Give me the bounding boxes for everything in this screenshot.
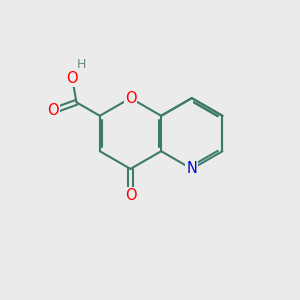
Text: N: N: [186, 161, 197, 176]
Text: O: O: [66, 70, 78, 86]
Text: O: O: [125, 188, 136, 203]
Text: O: O: [125, 91, 136, 106]
Text: O: O: [47, 103, 59, 118]
Text: H: H: [77, 58, 86, 71]
